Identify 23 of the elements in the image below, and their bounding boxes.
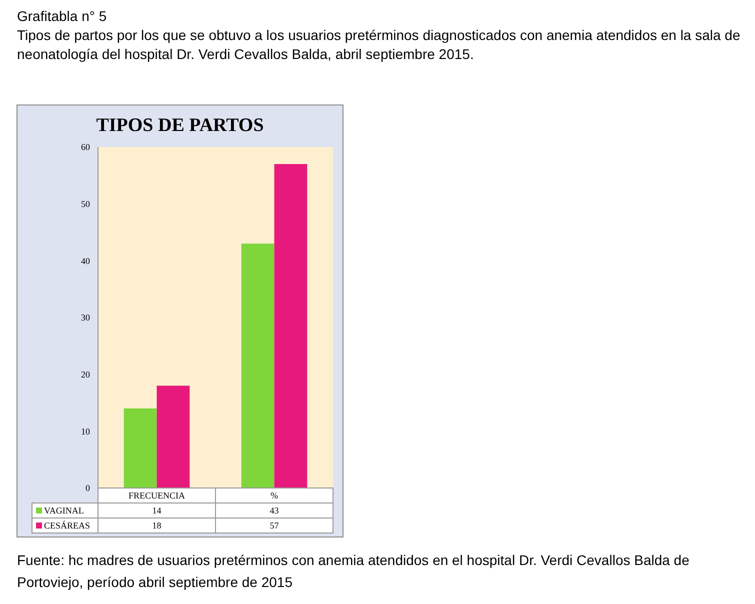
y-tick-label: 0	[86, 483, 90, 494]
data-label: 57	[270, 520, 280, 531]
text: Grafitabla n° 5	[17, 7, 108, 26]
y-tick-label: 30	[81, 312, 90, 323]
bar	[274, 164, 308, 488]
bar	[241, 244, 274, 488]
x-tick-label: FRECUENCIA	[128, 490, 186, 501]
chart-title: TIPOS DE PARTOS	[96, 115, 264, 136]
x-tick-label: %	[270, 490, 278, 501]
y-tick-label: 40	[81, 256, 90, 266]
legend-label: VAGINAL	[44, 506, 84, 516]
y-tick-label: 50	[81, 198, 90, 209]
data-label: 43	[270, 506, 280, 516]
bar	[124, 408, 157, 488]
y-tick-label: 10	[81, 426, 90, 436]
legend-label: CESÁREAS	[44, 520, 90, 531]
text: Tipos de partos por los que se obtuvo a los usuarios pretérminos diagnosticados con anemia atendidos en la sala de neonatología del hospital Dr. Verdi Cevallos Balda, abril septiembre 2015.	[17, 26, 742, 64]
data-label: 18	[152, 520, 162, 531]
data-label: 14	[152, 506, 162, 516]
y-tick-label: 60	[81, 142, 90, 152]
y-tick-label: 20	[81, 369, 90, 380]
bar	[156, 386, 190, 488]
source-note: Fuente: hc madres de usuarios pretérminos con anemia atendidos en el hospital Dr. Verdi Cevallos Balda de Portoviejo, período abril septiembre de 2015	[17, 551, 690, 592]
